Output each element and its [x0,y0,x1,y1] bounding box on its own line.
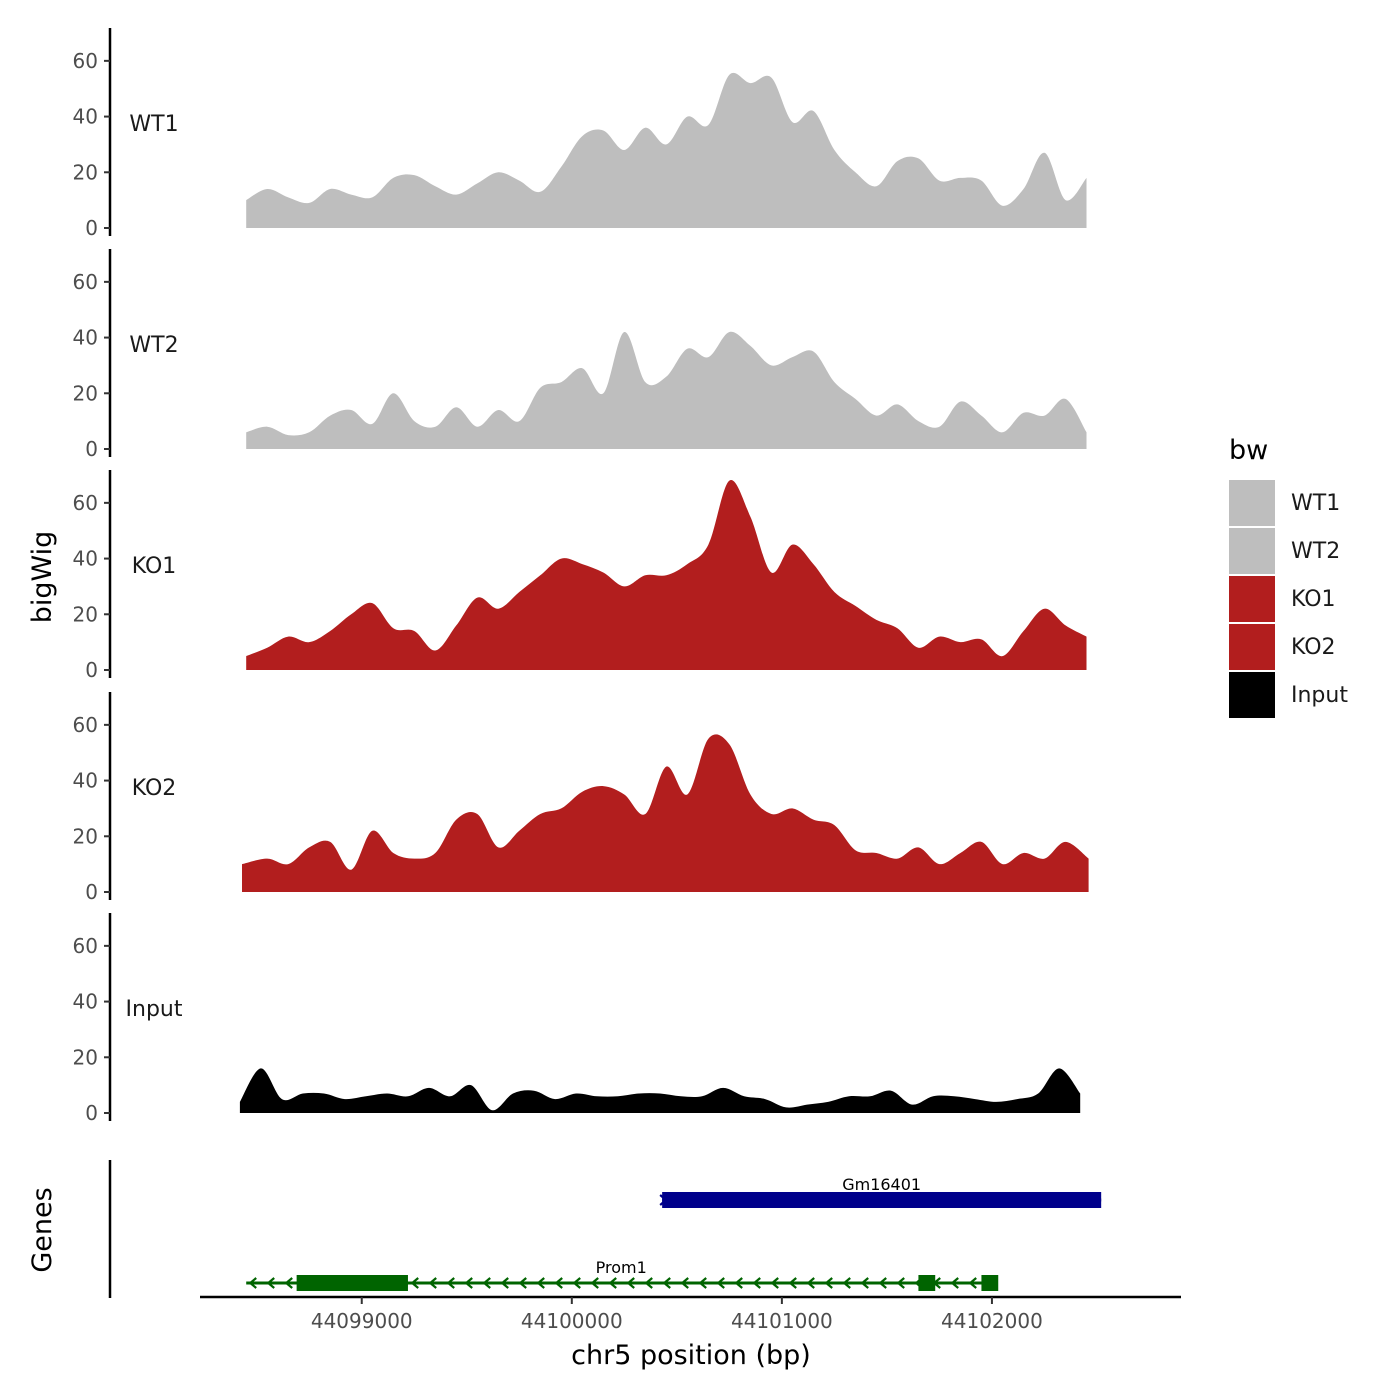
genes-axis-title: Genes [27,1187,58,1272]
legend: bw WT1 WT2 KO1 KO2 Input [1229,435,1348,718]
strand-arrow [410,1277,419,1289]
strand-arrow [590,1277,599,1289]
legend-swatch-ko2 [1229,624,1275,670]
strand-arrow [482,1277,491,1289]
y-tick-label-ko1-0: 0 [85,658,98,682]
y-tick-label-wt1-0: 0 [85,216,98,240]
strand-arrow [608,1277,617,1289]
y-axis-title: bigWig [27,531,58,624]
strand-arrow [824,1277,833,1289]
strand-arrow [770,1277,779,1289]
strand-arrow [428,1277,437,1289]
track-label-wt2: WT2 [129,333,178,358]
strand-arrow [806,1277,815,1289]
x-tick-label-44102000: 44102000 [941,1309,1043,1333]
x-tick-label-44099000: 44099000 [311,1309,413,1333]
legend-label-ko2: KO2 [1291,635,1336,660]
legend-label-wt1: WT1 [1291,491,1340,516]
signal-area-ko2 [242,734,1089,892]
track-wt2: 0 20 40 60 WT2 [73,249,1087,461]
exon-prom1-2 [918,1275,936,1291]
strand-arrow [518,1277,527,1289]
y-tick-label-wt2-60: 60 [73,270,98,294]
signal-area-wt1 [246,72,1087,228]
x-tick-label-44101000: 44101000 [731,1309,833,1333]
gene-label-prom1: Prom1 [596,1258,647,1277]
track-ko1: 0 20 40 60 KO1 [73,470,1087,682]
strand-arrow [788,1277,797,1289]
strand-arrow [554,1277,563,1289]
strand-arrow [716,1277,725,1289]
y-tick-label-wt2-40: 40 [73,326,98,350]
y-tick-label-ko2-40: 40 [73,769,98,793]
legend-swatch-input [1229,672,1275,718]
track-label-ko2: KO2 [132,776,177,801]
strand-arrow [644,1277,653,1289]
strand-arrow [284,1277,293,1289]
strand-arrow [662,1277,671,1289]
x-axis-title: chr5 position (bp) [571,1340,811,1371]
gene-gm16401: Gm16401 [659,1175,1102,1208]
y-tick-label-wt1-40: 40 [73,105,98,129]
signal-area-ko1 [246,480,1087,670]
track-label-wt1: WT1 [129,112,178,137]
y-tick-label-ko1-40: 40 [73,547,98,571]
y-tick-label-input-40: 40 [73,990,98,1014]
strand-arrow [248,1277,257,1289]
gene-label-gm16401: Gm16401 [842,1175,921,1194]
legend-swatch-wt1 [1229,480,1275,526]
x-tick-label-44100000: 44100000 [521,1309,623,1333]
y-tick-label-wt2-0: 0 [85,437,98,461]
strand-arrow [878,1277,887,1289]
y-tick-label-input-60: 60 [73,934,98,958]
strand-arrow [446,1277,455,1289]
track-label-input: Input [126,997,183,1022]
track-label-ko1: KO1 [132,554,177,579]
track-input: 0 20 40 60 Input [73,913,1081,1125]
y-tick-label-ko2-60: 60 [73,713,98,737]
y-tick-label-wt1-60: 60 [73,49,98,73]
genes-panel: Gm16401 Prom1 [108,1160,1102,1298]
strand-arrow [752,1277,761,1289]
strand-arrow [698,1277,707,1289]
y-tick-label-wt2-20: 20 [73,381,98,405]
strand-arrow [500,1277,509,1289]
signal-area-input [239,1068,1081,1113]
y-tick-label-ko1-60: 60 [73,491,98,515]
legend-swatch-ko1 [1229,576,1275,622]
y-tick-label-wt1-20: 20 [73,160,98,184]
y-tick-label-input-20: 20 [73,1045,98,1069]
strand-arrow [536,1277,545,1289]
track-wt1: 0 20 40 60 WT1 [73,28,1087,240]
strand-arrow [950,1277,959,1289]
legend-swatch-wt2 [1229,528,1275,574]
strand-arrow [896,1277,905,1289]
strand-arrow [626,1277,635,1289]
y-tick-label-ko1-20: 20 [73,602,98,626]
gene-prom1: Prom1 [246,1258,999,1291]
exon-prom1-3 [981,1275,999,1291]
signal-area-wt2 [246,331,1087,449]
x-axis: 44099000 44100000 44101000 44102000 [200,1295,1181,1333]
y-tick-label-input-0: 0 [85,1101,98,1125]
tracks: 0 20 40 60 WT1 0 20 40 60 WT2 0 20 40 60 KO1 0 20 40 60 KO2… [73,28,1089,1125]
strand-arrow [572,1277,581,1289]
exon-prom1-1 [296,1275,408,1291]
strand-arrow [860,1277,869,1289]
legend-label-input: Input [1291,683,1348,708]
strand-arrow [968,1277,977,1289]
strand-arrow [734,1277,743,1289]
strand-arrow [680,1277,689,1289]
strand-arrow [464,1277,473,1289]
legend-title: bw [1229,435,1268,466]
y-tick-label-ko2-0: 0 [85,880,98,904]
strand-arrow [842,1277,851,1289]
strand-arrow [266,1277,275,1289]
track-ko2: 0 20 40 60 KO2 [73,692,1089,904]
exon-gm16401-1 [662,1192,1102,1208]
legend-label-ko1: KO1 [1291,587,1336,612]
legend-label-wt2: WT2 [1291,539,1340,564]
y-tick-label-ko2-20: 20 [73,824,98,848]
